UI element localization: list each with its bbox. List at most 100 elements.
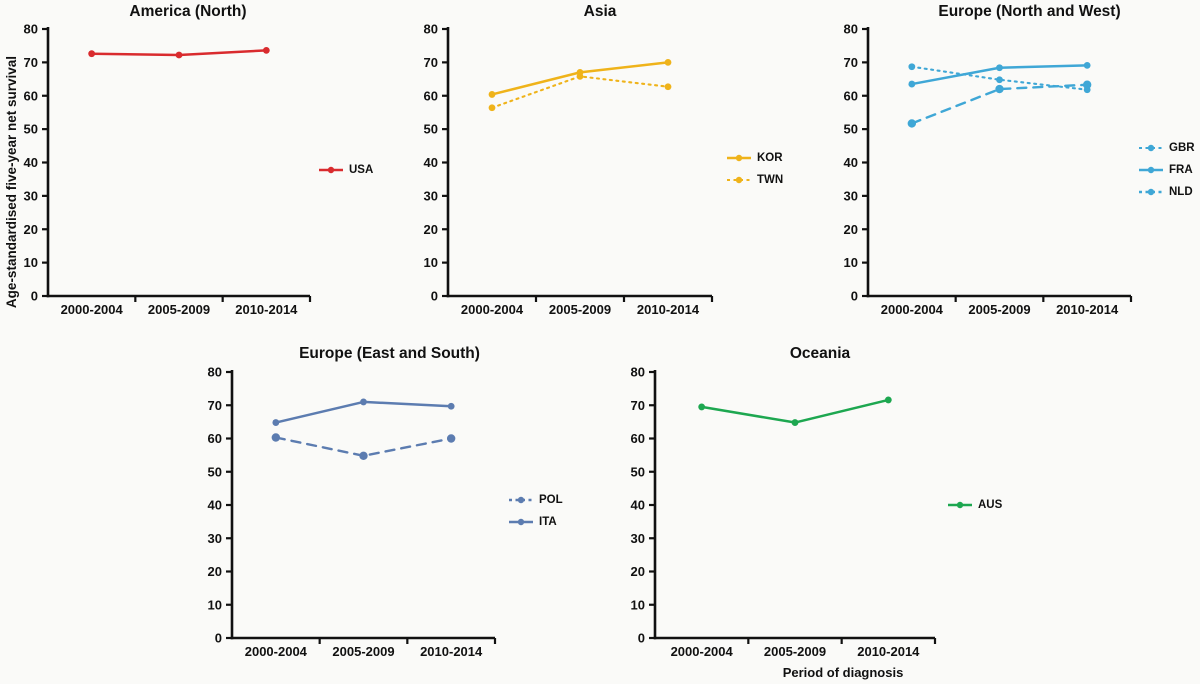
legend-label: USA	[349, 164, 374, 176]
y-tick-label: 40	[844, 155, 858, 170]
chart-panel-europe-east-south: Europe (East and South) 0 10 20 30 40 50 60 70 8…	[185, 340, 605, 684]
legend-label: FRA	[1169, 164, 1193, 176]
data-point-AUS	[884, 396, 892, 404]
legend-line-sample	[727, 176, 751, 184]
chart-legend: KOR TWN	[726, 147, 783, 191]
data-point-FRA	[1083, 61, 1091, 69]
y-tick-label: 50	[424, 122, 438, 137]
legend-label: POL	[539, 494, 563, 506]
y-tick-label: 40	[208, 498, 222, 513]
line-chart: 0 10 20 30 40 50 60 70 80 2000-2004 2005-2009 2010-…	[631, 365, 937, 659]
legend-marker	[1147, 188, 1155, 196]
legend-item-AUS: AUS	[947, 494, 1002, 516]
legend-marker	[735, 176, 743, 184]
data-point-USA	[88, 50, 96, 58]
y-tick-label: 50	[208, 464, 222, 479]
series-line-NLD	[910, 83, 1089, 125]
y-tick-label: 70	[24, 55, 38, 70]
y-tick-label: 10	[844, 255, 858, 270]
x-tick-label: 2005-2009	[549, 302, 611, 317]
legend-marker	[1147, 166, 1155, 174]
legend-item-ITA: ITA	[508, 511, 563, 533]
y-tick-label: 80	[424, 22, 438, 37]
y-tick-label: 20	[424, 222, 438, 237]
legend-label: NLD	[1169, 186, 1193, 198]
data-point-NLD	[907, 119, 917, 128]
y-tick-label: 40	[424, 155, 438, 170]
y-tick-label: 40	[631, 498, 645, 513]
line-chart: 0 10 20 30 40 50 60 70 80 2000-2004 2005-2009 2010-…	[844, 22, 1133, 317]
x-tick-label: 2005-2009	[764, 644, 826, 659]
x-tick-label: 2010-2014	[420, 644, 483, 659]
legend-item-KOR: KOR	[726, 147, 783, 169]
legend-marker	[1147, 144, 1155, 152]
x-axis-label: Period of diagnosis	[782, 665, 904, 680]
data-point-ITA	[272, 419, 280, 426]
legend-line-sample	[1139, 144, 1163, 152]
data-point-ITA	[447, 402, 455, 410]
y-tick-label: 10	[24, 255, 38, 270]
y-tick-label: 10	[424, 255, 438, 270]
data-point-NLD	[995, 84, 1004, 94]
y-tick-label: 80	[24, 22, 38, 37]
y-tick-label: 0	[638, 631, 645, 646]
x-tick-label: 2000-2004	[461, 302, 524, 317]
legend-item-USA: USA	[318, 159, 373, 181]
y-tick-label: 60	[424, 88, 438, 103]
y-tick-label: 20	[631, 564, 645, 579]
chart-panel-oceania: Oceania 0 10 20 30 40 50 60 70 80 2000-2004 2005-2…	[610, 340, 1040, 684]
data-point-POL	[359, 451, 368, 460]
legend-line-sample	[948, 501, 972, 509]
y-tick-label: 0	[215, 631, 222, 646]
data-point-TWN	[488, 104, 496, 112]
x-tick-label: 2010-2014	[637, 302, 700, 317]
x-tick-label: 2000-2004	[671, 644, 734, 659]
chart-title: Europe (North and West)	[938, 3, 1121, 20]
legend-line-sample	[509, 518, 533, 526]
y-tick-label: 20	[24, 222, 38, 237]
data-point-TWN	[664, 83, 672, 91]
x-tick-label: 2005-2009	[968, 302, 1030, 317]
y-tick-label: 60	[24, 88, 38, 103]
chart-title: Europe (East and South)	[299, 345, 480, 362]
y-tick-label: 60	[844, 88, 858, 103]
y-tick-label: 0	[31, 289, 38, 304]
data-point-FRA	[996, 64, 1003, 72]
y-tick-label: 60	[631, 431, 645, 446]
x-tick-label: 2005-2009	[332, 644, 394, 659]
y-tick-label: 50	[844, 122, 858, 137]
legend-item-GBR: GBR	[1138, 137, 1195, 159]
legend-marker	[517, 518, 525, 526]
legend-label: AUS	[978, 499, 1003, 511]
y-tick-label: 30	[208, 531, 222, 546]
chart-legend: GBR FRA NLD	[1138, 137, 1195, 203]
y-tick-label: 70	[208, 398, 222, 413]
y-tick-label: 60	[208, 431, 222, 446]
chart-legend: POL ITA	[508, 489, 563, 533]
legend-label: KOR	[757, 152, 783, 164]
data-point-GBR	[996, 76, 1003, 84]
data-point-POL	[271, 433, 281, 442]
data-point-USA	[175, 51, 183, 59]
legend-marker	[327, 166, 335, 174]
data-point-AUS	[698, 403, 706, 411]
chart-legend: AUS	[947, 494, 1002, 516]
legend-marker	[735, 154, 743, 162]
x-tick-label: 2005-2009	[148, 302, 210, 317]
chart-panel-america-north: America (North) 0 10 20 30 40 50 60 70 80 2000-20…	[0, 0, 400, 340]
legend-item-POL: POL	[508, 489, 563, 511]
y-tick-label: 10	[208, 597, 222, 612]
data-point-GBR	[908, 63, 916, 71]
y-tick-label: 40	[24, 155, 38, 170]
data-point-FRA	[908, 80, 916, 88]
y-tick-label: 50	[24, 122, 38, 137]
x-tick-label: 2010-2014	[857, 644, 920, 659]
legend-marker	[956, 501, 964, 509]
x-tick-label: 2010-2014	[1056, 302, 1119, 317]
y-tick-label: 0	[431, 289, 438, 304]
x-tick-label: 2000-2004	[881, 302, 944, 317]
legend-item-TWN: TWN	[726, 169, 783, 191]
y-tick-label: 20	[844, 222, 858, 237]
legend-marker	[517, 496, 525, 504]
